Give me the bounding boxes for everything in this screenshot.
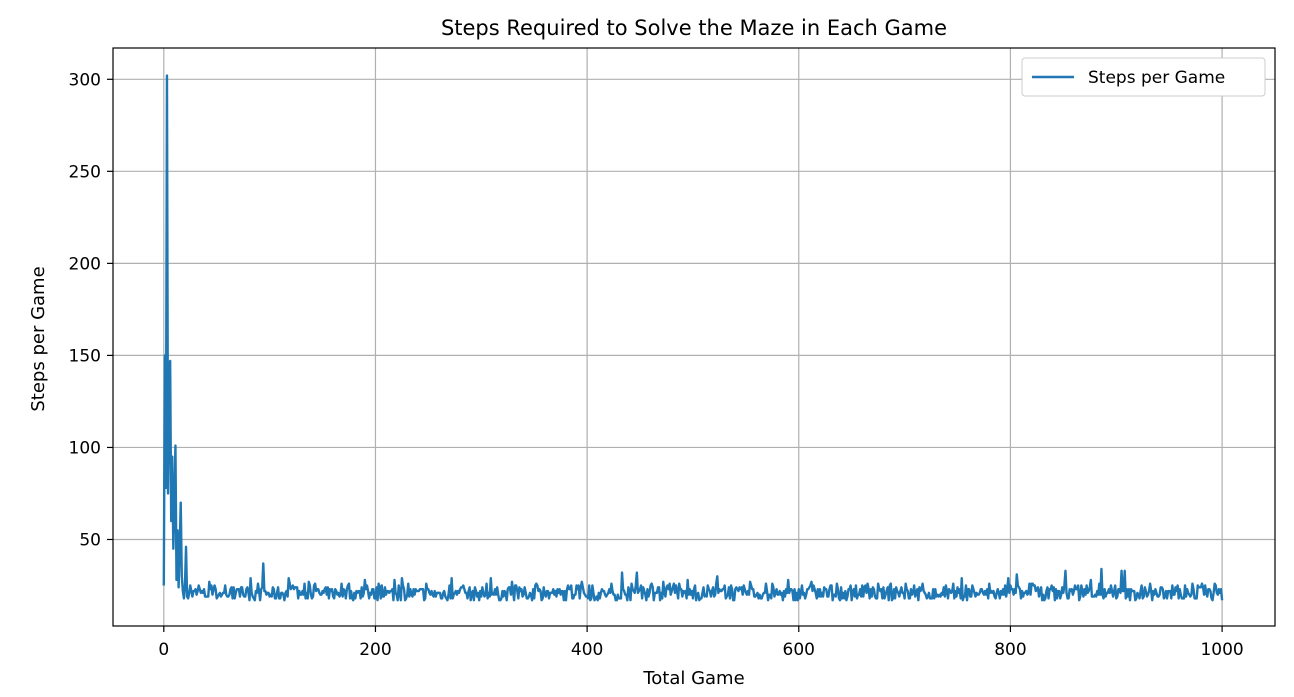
y-tick-label: 100	[69, 438, 101, 458]
x-tick-label: 200	[359, 640, 391, 660]
legend-box	[1021, 57, 1266, 97]
chart-title: Steps Required to Solve the Maze in Each…	[441, 16, 947, 40]
x-tick-label: 800	[994, 640, 1026, 660]
legend-label: Steps per Game	[1088, 68, 1225, 88]
y-tick-label: 150	[69, 346, 101, 366]
x-tick-label: 600	[783, 640, 815, 660]
series-line-steps-per-game	[162, 74, 1224, 602]
series-layer	[162, 74, 1224, 602]
plot-frame	[112, 47, 1276, 627]
grid-lines	[113, 48, 1275, 626]
y-tick-label: 50	[79, 530, 101, 550]
axis-ticks: 0 200 400 600 800 1000 50 100 150 200 250 300	[69, 70, 1244, 660]
x-tick-label: 400	[571, 640, 603, 660]
y-tick-label: 200	[69, 254, 101, 274]
y-tick-label: 250	[69, 162, 101, 182]
x-tick-label: 1000	[1200, 640, 1243, 660]
x-tick-label: 0	[158, 640, 169, 660]
x-axis-label: Total Game	[642, 668, 744, 689]
y-tick-label: 300	[69, 70, 101, 90]
legend: Steps per Game	[1021, 57, 1266, 97]
y-axis-label: Steps per Game	[28, 266, 49, 411]
